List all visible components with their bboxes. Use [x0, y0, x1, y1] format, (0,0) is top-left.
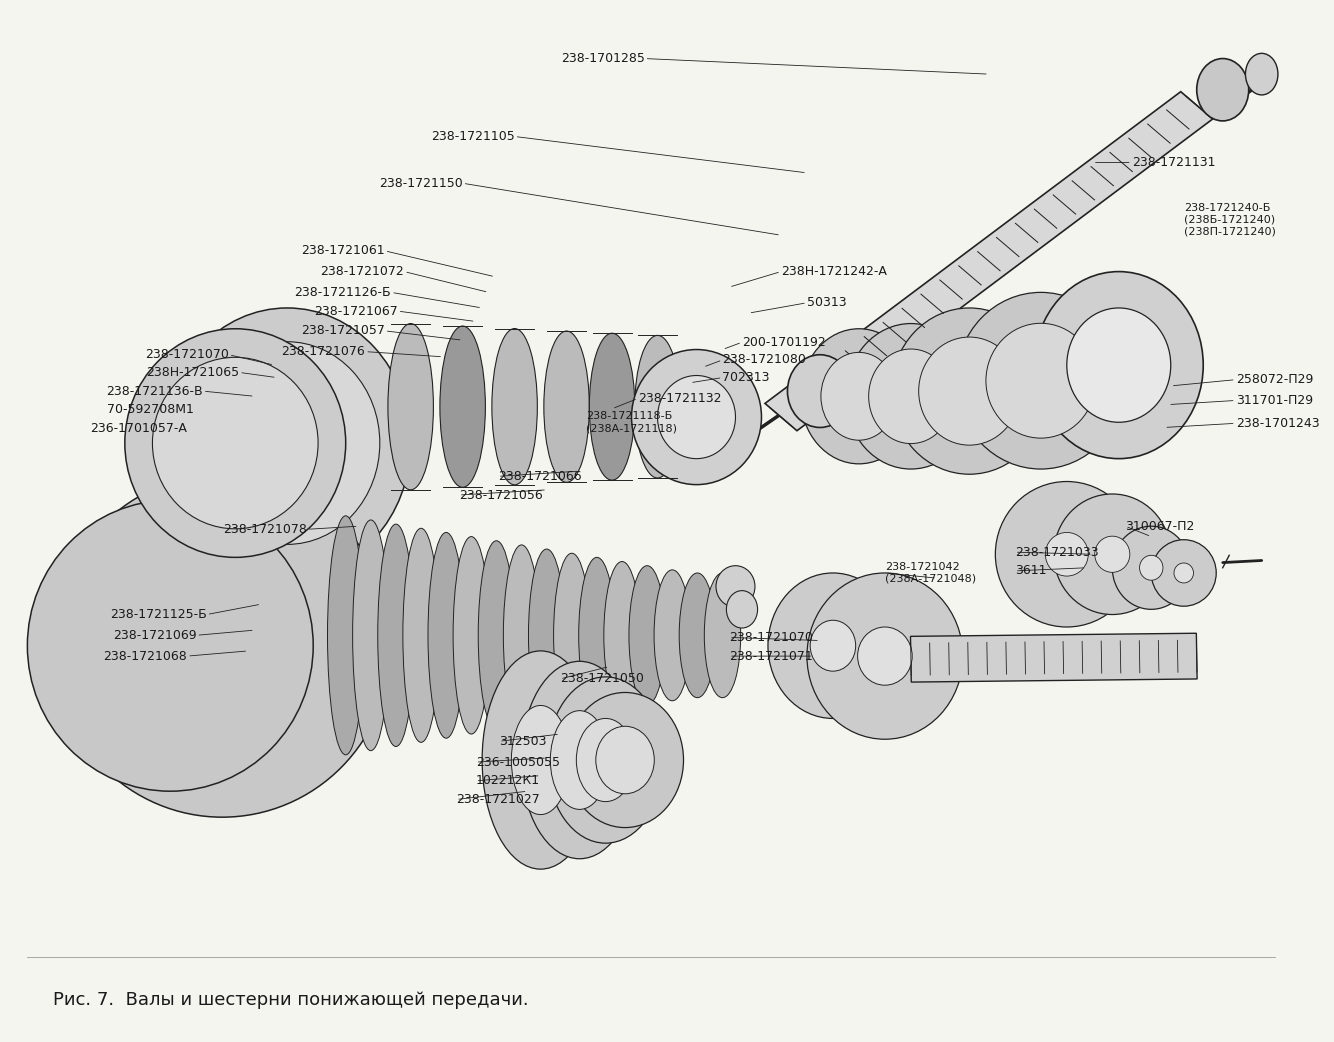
Ellipse shape	[1197, 58, 1249, 121]
Text: 238-1721126-Б: 238-1721126-Б	[295, 286, 391, 299]
Polygon shape	[911, 634, 1197, 683]
Ellipse shape	[554, 553, 590, 717]
Ellipse shape	[1067, 308, 1171, 422]
Text: Рис. 7.  Валы и шестерни понижающей передачи.: Рис. 7. Валы и шестерни понижающей перед…	[53, 991, 530, 1010]
Ellipse shape	[576, 718, 635, 801]
Ellipse shape	[454, 537, 490, 734]
Text: 238-1721056: 238-1721056	[459, 489, 543, 501]
Text: 236-1005055: 236-1005055	[476, 755, 560, 769]
Ellipse shape	[378, 524, 414, 746]
Ellipse shape	[654, 570, 691, 701]
Text: 238-1721076: 238-1721076	[281, 345, 366, 358]
Ellipse shape	[511, 705, 570, 815]
Ellipse shape	[53, 474, 391, 817]
Polygon shape	[764, 92, 1213, 430]
Ellipse shape	[1246, 53, 1278, 95]
Text: 238-1721050: 238-1721050	[560, 672, 644, 686]
Ellipse shape	[440, 326, 486, 488]
Text: 238-1721105: 238-1721105	[431, 130, 515, 143]
Text: 200-1701192: 200-1701192	[742, 336, 826, 349]
Text: 238-1721070: 238-1721070	[728, 630, 812, 644]
Ellipse shape	[986, 323, 1095, 438]
Ellipse shape	[635, 336, 680, 478]
Text: 236-1701057-А: 236-1701057-А	[91, 422, 187, 435]
Ellipse shape	[596, 726, 654, 794]
Ellipse shape	[352, 520, 390, 750]
Ellipse shape	[716, 566, 755, 607]
Text: 238-1721069: 238-1721069	[112, 628, 196, 642]
Text: 102212К1: 102212К1	[476, 774, 540, 788]
Ellipse shape	[658, 375, 735, 458]
Text: 238-1721057: 238-1721057	[300, 324, 384, 338]
Text: 238Н-1721242-А: 238Н-1721242-А	[780, 265, 887, 278]
Text: 702313: 702313	[723, 371, 770, 384]
Text: 238-1721033: 238-1721033	[1015, 546, 1098, 559]
Text: 238-1721072: 238-1721072	[320, 265, 404, 278]
Ellipse shape	[891, 308, 1047, 474]
Ellipse shape	[579, 557, 615, 714]
Ellipse shape	[846, 324, 976, 469]
Ellipse shape	[544, 331, 590, 482]
Ellipse shape	[503, 545, 540, 725]
Text: 238-1701285: 238-1701285	[560, 52, 644, 65]
Ellipse shape	[868, 349, 952, 444]
Ellipse shape	[820, 352, 896, 440]
Text: 312503: 312503	[499, 735, 547, 748]
Ellipse shape	[125, 328, 346, 557]
Ellipse shape	[919, 337, 1021, 445]
Text: 238-1721132: 238-1721132	[638, 392, 722, 405]
Text: 238Н-1721065: 238Н-1721065	[145, 366, 239, 379]
Text: 70-592708М1: 70-592708М1	[107, 403, 193, 417]
Ellipse shape	[604, 562, 640, 710]
Ellipse shape	[787, 354, 852, 427]
Ellipse shape	[428, 532, 464, 738]
Ellipse shape	[995, 481, 1138, 627]
Text: 238-1721131: 238-1721131	[1131, 156, 1215, 169]
Ellipse shape	[800, 328, 918, 464]
Text: 50313: 50313	[807, 296, 847, 309]
Ellipse shape	[164, 308, 411, 578]
Ellipse shape	[567, 693, 683, 827]
Ellipse shape	[528, 549, 564, 721]
Ellipse shape	[727, 591, 758, 628]
Text: 3611: 3611	[1015, 565, 1046, 577]
Ellipse shape	[1113, 526, 1190, 610]
Text: 238-1721071: 238-1721071	[728, 649, 812, 663]
Ellipse shape	[492, 328, 538, 485]
Text: 238-1721061: 238-1721061	[301, 244, 384, 257]
Ellipse shape	[551, 711, 608, 810]
Ellipse shape	[388, 324, 434, 490]
Text: 238-1721125-Б: 238-1721125-Б	[109, 609, 207, 621]
Ellipse shape	[956, 293, 1126, 469]
Ellipse shape	[1095, 537, 1130, 572]
Text: 238-1721136-В: 238-1721136-В	[107, 384, 203, 398]
Ellipse shape	[1034, 272, 1203, 458]
Ellipse shape	[403, 528, 439, 742]
Ellipse shape	[195, 342, 380, 544]
Ellipse shape	[858, 627, 912, 686]
Ellipse shape	[628, 566, 666, 705]
Text: 311701-П29: 311701-П29	[1235, 394, 1313, 407]
Ellipse shape	[704, 573, 740, 698]
Ellipse shape	[152, 357, 317, 528]
Ellipse shape	[1151, 540, 1217, 606]
Text: 238-1721078: 238-1721078	[223, 523, 307, 536]
Ellipse shape	[482, 651, 599, 869]
Text: 238-1721067: 238-1721067	[313, 304, 398, 318]
Ellipse shape	[478, 541, 515, 729]
Text: 238-1721118-Б
(238А-1721118): 238-1721118-Б (238А-1721118)	[586, 412, 678, 433]
Ellipse shape	[328, 516, 364, 754]
Ellipse shape	[810, 620, 855, 671]
Ellipse shape	[522, 662, 638, 859]
Ellipse shape	[590, 333, 635, 480]
Text: 258072-П29: 258072-П29	[1235, 373, 1313, 387]
Ellipse shape	[1054, 494, 1171, 615]
Text: 238-1701243: 238-1701243	[1235, 417, 1319, 429]
Text: 238-1721066: 238-1721066	[498, 470, 582, 482]
Text: 238-1721150: 238-1721150	[379, 177, 463, 190]
Text: 238-1721240-Б
(238Б-1721240)
(238П-1721240): 238-1721240-Б (238Б-1721240) (238П-17212…	[1183, 203, 1275, 237]
Ellipse shape	[631, 349, 762, 485]
Text: 310067-П2: 310067-П2	[1126, 520, 1195, 532]
Ellipse shape	[547, 677, 664, 843]
Text: 238-1721042
(238А-1721048): 238-1721042 (238А-1721048)	[884, 563, 976, 584]
